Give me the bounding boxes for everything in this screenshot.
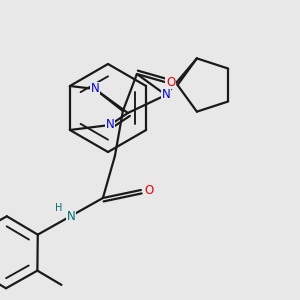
Text: H: H — [55, 203, 63, 213]
Text: N: N — [106, 118, 114, 131]
Text: O: O — [166, 76, 176, 88]
Text: N: N — [67, 209, 75, 223]
Text: O: O — [144, 184, 154, 196]
Text: N: N — [91, 82, 99, 95]
Text: N: N — [161, 88, 170, 101]
